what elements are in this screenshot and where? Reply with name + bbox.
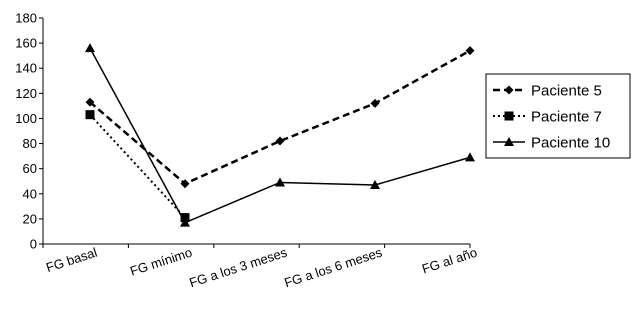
chart-series (85, 43, 475, 227)
y-tick-label: 100 (15, 111, 37, 126)
y-tick-label: 60 (23, 161, 37, 176)
legend-marker (504, 85, 514, 95)
data-point (85, 110, 95, 120)
data-point (465, 46, 475, 56)
data-point (180, 179, 190, 189)
legend-marker (504, 111, 514, 121)
y-tick-label: 40 (23, 186, 37, 201)
series-line (89, 47, 471, 224)
y-tick-label: 120 (15, 86, 37, 101)
series-paciente-7 (85, 110, 190, 223)
y-tick-label: 0 (30, 237, 37, 252)
x-tick-label: FG a los 3 meses (187, 244, 289, 290)
x-tick-label: FG mínimo (128, 245, 194, 279)
data-point (275, 136, 285, 146)
data-point (85, 43, 95, 53)
series-paciente-10 (85, 43, 475, 227)
y-tick-label: 180 (15, 11, 37, 26)
data-point (370, 179, 380, 189)
data-point (85, 97, 95, 107)
chart-axes (42, 18, 470, 245)
chart-legend: Paciente 5 Paciente 7 Paciente 10 (485, 73, 631, 159)
series-line (89, 49, 471, 186)
legend-label: Paciente 7 (531, 109, 602, 126)
data-point (180, 217, 190, 227)
data-point (370, 98, 380, 108)
legend-marker (504, 137, 514, 146)
legend-label: Paciente 5 (531, 83, 602, 100)
series-paciente-5 (85, 46, 475, 189)
data-point (275, 177, 285, 187)
y-axis-ticks: 0 20 40 60 80 100 120 140 160 180 (15, 11, 43, 252)
x-tick-label: FG a los 6 meses (282, 244, 384, 290)
data-point (465, 152, 475, 162)
y-tick-label: 20 (23, 211, 37, 226)
y-tick-label: 140 (15, 61, 37, 76)
legend-label: Paciente 10 (531, 135, 610, 152)
y-tick-label: 80 (23, 136, 37, 151)
y-tick-label: 160 (15, 36, 37, 51)
data-point (180, 213, 190, 223)
x-tick-label: FG al año (420, 245, 479, 277)
series-line (89, 113, 186, 219)
x-tick-label: FG basal (44, 245, 99, 276)
